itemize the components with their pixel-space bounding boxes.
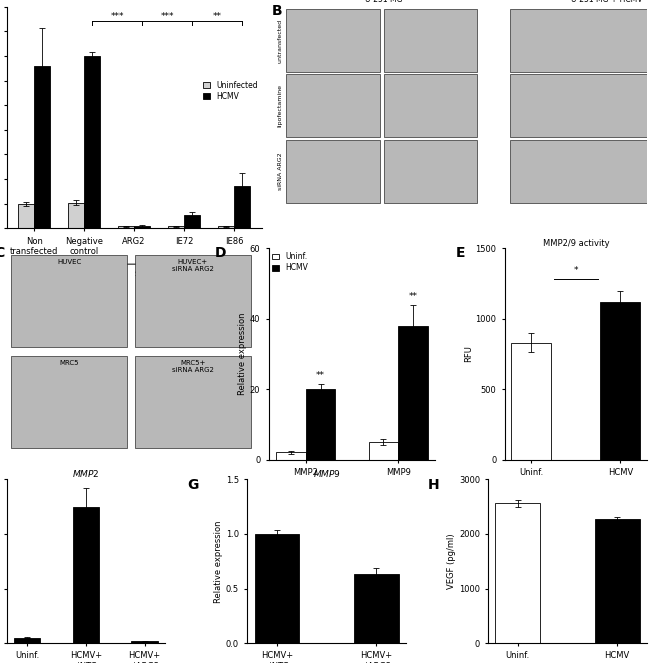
Bar [601,302,640,459]
FancyBboxPatch shape [510,74,650,137]
Text: MRC5+
siRNA ARG2: MRC5+ siRNA ARG2 [172,360,214,373]
Text: siRNA target: siRNA target [135,269,183,278]
Bar [168,227,184,229]
Text: *: * [573,266,578,275]
Bar [84,56,100,229]
Y-axis label: RFU: RFU [464,345,473,363]
FancyBboxPatch shape [510,9,650,72]
FancyBboxPatch shape [135,356,250,448]
Legend: Uninfected, HCMV: Uninfected, HCMV [203,81,258,101]
Bar [118,227,134,229]
Text: E: E [455,246,465,260]
Text: H: H [428,478,439,492]
FancyBboxPatch shape [12,255,127,347]
FancyBboxPatch shape [384,9,477,72]
Text: ***: *** [111,12,124,21]
Text: U-251 MG + HCMV: U-251 MG + HCMV [571,0,643,5]
Text: siRNA ARG2: siRNA ARG2 [278,152,283,190]
Y-axis label: Relative expression: Relative expression [238,313,247,395]
Text: untransfected: untransfected [278,19,283,62]
Text: HUVEC+
siRNA ARG2: HUVEC+ siRNA ARG2 [172,259,214,272]
Text: G: G [187,478,198,492]
Text: D: D [215,246,227,260]
Text: **: ** [316,371,325,381]
Bar [354,574,398,643]
Text: B: B [272,5,283,19]
Bar [369,442,398,459]
Bar [495,503,540,643]
Text: U-251 MG: U-251 MG [365,0,402,5]
Bar [18,204,34,229]
Title: MMP2/9 activity: MMP2/9 activity [543,239,609,247]
Y-axis label: Relative expression: Relative expression [214,520,223,603]
Text: ***: *** [161,12,174,21]
Title: $\it{MMP2}$: $\it{MMP2}$ [72,467,99,479]
Legend: Uninf., HCMV: Uninf., HCMV [272,252,308,272]
Bar [398,326,428,459]
Bar [14,638,40,643]
Y-axis label: VEGF (pg/ml): VEGF (pg/ml) [447,534,456,589]
FancyBboxPatch shape [12,356,127,448]
FancyBboxPatch shape [384,74,477,137]
Text: **: ** [409,292,417,301]
FancyBboxPatch shape [286,74,380,137]
Text: **: ** [213,12,222,21]
Bar [234,186,250,229]
Bar [255,534,299,643]
Text: HUVEC: HUVEC [57,259,81,265]
Title: $\it{MMP9}$: $\it{MMP9}$ [313,467,341,479]
FancyBboxPatch shape [286,140,380,203]
Text: C: C [0,246,5,260]
Bar [68,202,84,229]
FancyBboxPatch shape [135,255,250,347]
Bar [184,215,200,229]
FancyBboxPatch shape [510,140,650,203]
Bar [134,226,150,229]
Bar [595,519,640,643]
Bar [306,389,335,459]
Text: lipofectamine: lipofectamine [278,84,283,127]
FancyBboxPatch shape [384,140,477,203]
Bar [276,452,306,459]
Bar [34,66,50,229]
Bar [512,343,551,459]
Bar [218,227,234,229]
Text: MRC5: MRC5 [60,360,79,366]
Bar [131,642,158,643]
FancyBboxPatch shape [286,9,380,72]
Bar [73,507,99,643]
